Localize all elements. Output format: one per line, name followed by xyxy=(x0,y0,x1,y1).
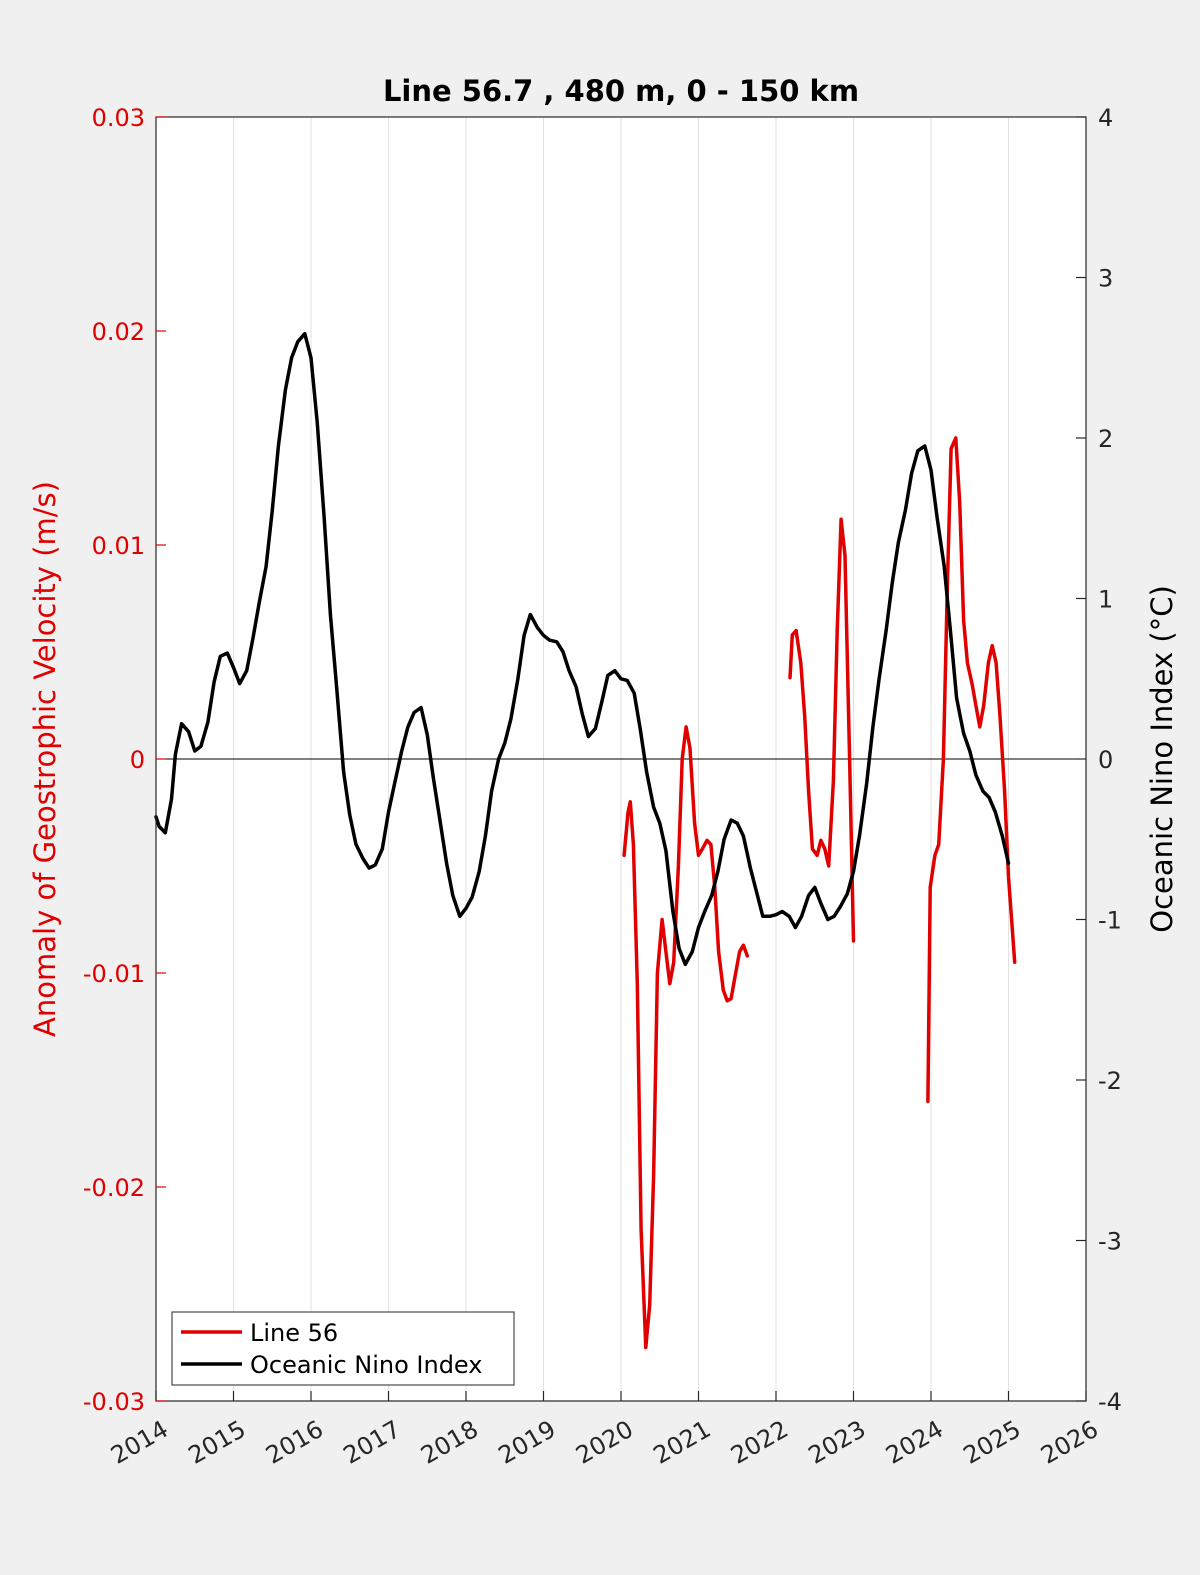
y-left-tick-label-0: 0 xyxy=(130,746,145,774)
series-line-56-segment-1 xyxy=(788,517,856,943)
y-left-tick-label--0.03: -0.03 xyxy=(83,1388,145,1416)
legend-label-line-56: Line 56 xyxy=(250,1319,338,1347)
series-layer xyxy=(154,331,1017,1350)
y-right-tick-label-0: 0 xyxy=(1098,746,1113,774)
y-right-tick-label--3: -3 xyxy=(1098,1228,1122,1256)
legend-box xyxy=(171,1311,515,1386)
series-oceanic-nino-index-segment-0 xyxy=(154,331,1011,967)
y-right-tick-label--2: -2 xyxy=(1098,1067,1122,1095)
legend: Line 56 Oceanic Nino Index xyxy=(171,1311,515,1386)
y-left-tick-label-0.02: 0.02 xyxy=(92,318,145,346)
y-right-axis-label: Oceanic Nino Index (°C) xyxy=(1145,585,1179,933)
y-left-tick-label-0.03: 0.03 xyxy=(92,104,145,132)
series-line-56-segment-0 xyxy=(622,725,750,1350)
y-right-tick-label-1: 1 xyxy=(1098,586,1113,614)
y-right-tick-label--1: -1 xyxy=(1098,907,1122,935)
y-right-tick-label-2: 2 xyxy=(1098,425,1113,453)
y-right-tick-label--4: -4 xyxy=(1098,1388,1122,1416)
legend-label-oceanic-nino-index: Oceanic Nino Index xyxy=(250,1351,482,1379)
series-line-56-segment-2 xyxy=(926,436,1017,1104)
y-left-axis-label: Anomaly of Geostrophic Velocity (m/s) xyxy=(28,481,62,1037)
y-left-tick-label--0.02: -0.02 xyxy=(83,1174,145,1202)
y-left-tick-label-0.01: 0.01 xyxy=(92,532,145,560)
y-right-tick-label-4: 4 xyxy=(1098,104,1113,132)
y-left-tick-label--0.01: -0.01 xyxy=(83,960,145,988)
y-right-tick-label-3: 3 xyxy=(1098,265,1113,293)
chart-title: Line 56.7 , 480 m, 0 - 150 km xyxy=(383,74,859,108)
